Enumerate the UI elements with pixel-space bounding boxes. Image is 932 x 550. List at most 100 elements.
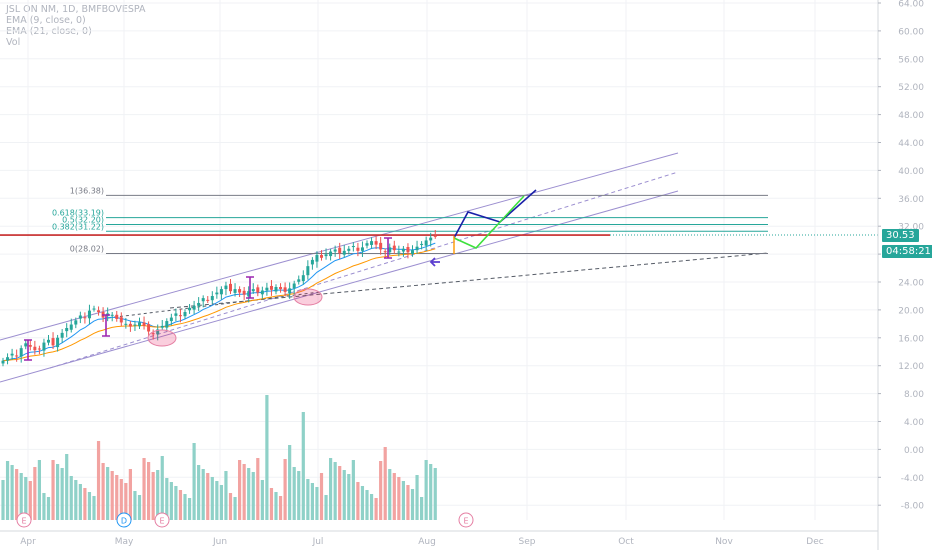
volume-bar: [87, 492, 92, 520]
candle-body: [315, 255, 319, 262]
event-label: E: [463, 517, 468, 526]
event-circle: [116, 512, 132, 528]
volume-bar: [242, 464, 246, 520]
candle-body: [169, 317, 173, 322]
volume-bar: [383, 447, 387, 520]
legend-symbol: JSL ON NM, 1D, BMFBOVESPA: [6, 4, 146, 15]
candle-body: [401, 248, 405, 252]
volume-bar: [333, 462, 337, 520]
candle-body: [124, 323, 128, 325]
volume-bar: [165, 478, 169, 520]
price-tick-label: 16.00: [898, 334, 924, 344]
candle-body: [138, 322, 141, 327]
volume-bar: [301, 412, 305, 520]
price-tick-label: 60.00: [898, 27, 924, 37]
price-tick-label: 24.00: [898, 279, 924, 289]
fib-level-label: 0.382(31.22): [52, 222, 104, 231]
candle-body: [33, 346, 37, 351]
volume-bar: [219, 485, 223, 520]
candle-body: [356, 247, 360, 251]
volume-bar: [128, 469, 132, 520]
volume-bar: [351, 460, 355, 520]
volume-bar: [329, 458, 333, 520]
price-tick-label: -4.00: [901, 474, 925, 484]
candle-body: [297, 279, 301, 282]
legend-ema9: EMA (9, close, 0): [6, 15, 86, 26]
candle-body: [283, 287, 287, 292]
event-label: E: [21, 517, 26, 526]
time-tick-label: Jul: [312, 537, 324, 547]
candle-body: [247, 291, 251, 297]
event-label: D: [121, 517, 127, 526]
range-marker: [246, 276, 254, 299]
candle-body: [151, 333, 155, 335]
candle-body: [329, 251, 333, 257]
volume-bar: [83, 488, 87, 520]
volume-bar: [347, 474, 351, 520]
time-tick-label: Oct: [618, 537, 634, 547]
candle-body: [65, 328, 69, 332]
volume-bar: [60, 468, 64, 520]
channel-mid-line: [49, 171, 679, 369]
candle-body: [51, 338, 55, 346]
candle-body: [56, 337, 60, 348]
candle-body: [365, 243, 369, 246]
ema21-line: [2, 248, 436, 362]
volume-bar: [178, 490, 183, 520]
volume-bar: [233, 497, 237, 520]
volume-bar: [424, 460, 428, 520]
candle-body: [379, 242, 383, 250]
price-tick-label: 0.00: [904, 446, 924, 456]
candle-body: [383, 251, 387, 253]
candle-body: [338, 247, 342, 253]
candle-body: [306, 266, 310, 276]
candle-body: [60, 332, 64, 338]
time-tick-label: Dec: [806, 537, 823, 547]
volume-bar: [160, 456, 164, 520]
highlight-ellipse: [293, 288, 323, 306]
volume-bar: [210, 477, 214, 520]
volume-bar: [10, 465, 14, 520]
volume-bar: [256, 458, 260, 520]
volume-bar: [69, 476, 73, 520]
candle-body: [215, 292, 219, 295]
price-tick-label: 20.00: [898, 306, 924, 316]
candle-body: [370, 241, 374, 245]
candle-body: [256, 287, 260, 293]
candle-body: [19, 348, 23, 357]
candle-body: [310, 259, 314, 265]
volume-bar: [247, 468, 251, 520]
fib-level-label: 0(28.02): [70, 245, 104, 254]
chart-legend: JSL ON NM, 1D, BMFBOVESPA EMA (9, close,…: [6, 4, 145, 48]
time-tick-label: Nov: [715, 537, 733, 547]
candle-body: [351, 245, 355, 248]
candle-body: [69, 324, 73, 330]
volume-bar: [115, 475, 119, 520]
volume-bar: [142, 458, 146, 520]
highlight-ellipse: [147, 329, 177, 347]
volume-bar: [78, 484, 82, 520]
candle-body: [342, 250, 346, 255]
volume-bar: [292, 467, 296, 520]
candle-body: [424, 240, 428, 246]
candle-body: [411, 250, 414, 254]
volume-bar: [28, 481, 32, 520]
volume-bar: [433, 468, 437, 520]
volume-bar: [315, 487, 319, 520]
candle-body: [10, 353, 14, 356]
volume-bar: [147, 462, 151, 520]
volume-bar: [101, 463, 105, 520]
candle-body: [420, 243, 424, 245]
candle-body: [347, 248, 351, 251]
candle-body: [260, 290, 264, 295]
candle-body: [15, 355, 19, 357]
correction-projection-path: [453, 195, 525, 249]
volume-bar: [124, 483, 128, 520]
volume-bar: [324, 495, 328, 520]
price-tick-label: -8.00: [901, 502, 925, 512]
candle-body: [292, 283, 296, 289]
candle-body: [87, 310, 91, 319]
volume-bar: [37, 460, 41, 520]
candle-body: [197, 302, 201, 306]
